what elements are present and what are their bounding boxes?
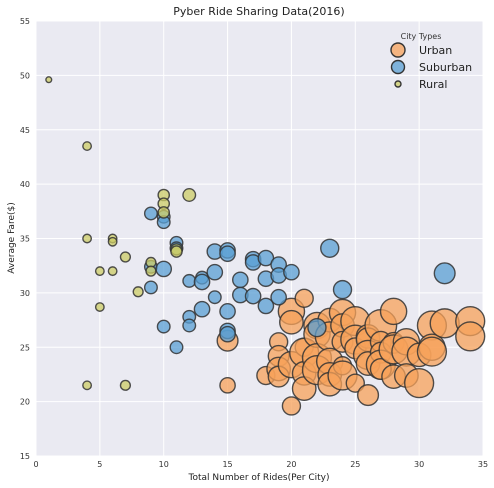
data-point-rural <box>107 266 118 277</box>
data-point-suburban <box>257 297 275 315</box>
data-point-suburban <box>283 263 300 281</box>
y-tick-label: 25 <box>20 343 30 352</box>
data-point-suburban <box>156 319 171 334</box>
x-tick-label: 15 <box>222 460 232 469</box>
data-point-suburban <box>169 340 184 355</box>
x-tick-label: 30 <box>414 460 424 469</box>
data-point-rural <box>82 141 93 152</box>
data-point-rural <box>119 251 132 263</box>
x-tick-label: 35 <box>478 460 488 469</box>
data-point-rural <box>82 380 93 391</box>
data-point-suburban <box>193 300 211 318</box>
data-point-suburban <box>193 273 211 291</box>
data-point-suburban <box>433 262 456 285</box>
data-point-suburban <box>307 317 327 338</box>
y-tick-label: 30 <box>20 289 30 298</box>
data-point-suburban <box>143 206 158 221</box>
data-point-urban <box>455 321 486 352</box>
x-tick-label: 25 <box>350 460 360 469</box>
data-point-urban <box>379 297 408 326</box>
data-point-urban <box>279 309 304 335</box>
data-point-rural <box>94 266 105 277</box>
data-point-rural <box>145 265 157 277</box>
data-point-suburban <box>219 303 236 320</box>
legend-marker-rural <box>394 80 402 88</box>
x-tick-label: 20 <box>286 460 296 469</box>
legend-title: City Types <box>401 32 442 41</box>
data-point-urban <box>294 288 314 309</box>
data-point-suburban <box>155 260 173 278</box>
data-point-rural <box>107 236 118 247</box>
chart-title: Pyber Ride Sharing Data(2016) <box>173 5 344 18</box>
data-point-suburban <box>206 263 224 281</box>
data-point-urban <box>416 336 448 367</box>
x-axis-label: Total Number of Rides(Per City) <box>188 473 330 483</box>
data-point-urban <box>404 367 435 399</box>
x-tick-label: 5 <box>97 460 102 469</box>
data-point-urban <box>429 308 460 339</box>
legend-marker-urban <box>390 42 406 58</box>
data-point-rural <box>157 206 171 219</box>
data-point-suburban <box>143 280 158 295</box>
legend-marker-suburban <box>390 59 406 75</box>
data-point-suburban <box>320 238 340 258</box>
data-points <box>45 76 486 416</box>
y-axis-label: Average Fare($) <box>7 202 17 273</box>
data-point-suburban <box>219 325 236 343</box>
y-tick-label: 35 <box>20 235 30 244</box>
data-point-rural <box>119 379 132 391</box>
y-tick-label: 50 <box>20 71 30 80</box>
data-point-suburban <box>182 318 197 333</box>
x-tick-label: 10 <box>159 460 169 469</box>
y-tick-label: 20 <box>20 398 30 407</box>
data-point-suburban <box>182 273 197 288</box>
data-point-suburban <box>244 287 262 305</box>
data-point-rural <box>132 286 144 298</box>
data-point-rural <box>82 233 93 244</box>
legend-label-rural: Rural <box>419 78 447 91</box>
data-point-urban <box>356 384 380 407</box>
legend-label-suburban: Suburban <box>419 61 472 74</box>
data-point-suburban <box>270 288 287 306</box>
y-tick-label: 15 <box>20 452 30 461</box>
data-point-rural <box>45 76 53 84</box>
data-point-rural <box>182 188 197 202</box>
x-tick-label: 0 <box>33 460 38 469</box>
legend: City Types Urban Suburban Rural <box>390 32 472 91</box>
data-point-rural <box>94 302 105 312</box>
data-point-suburban <box>219 245 236 263</box>
y-tick-label: 45 <box>20 126 30 135</box>
data-point-suburban <box>232 271 249 289</box>
y-tick-label: 40 <box>20 180 30 189</box>
data-point-urban <box>345 373 365 393</box>
legend-label-urban: Urban <box>419 44 452 57</box>
data-point-suburban <box>332 279 353 300</box>
data-point-rural <box>170 245 183 258</box>
y-tick-label: 55 <box>20 17 30 26</box>
data-point-urban <box>219 376 236 394</box>
data-point-suburban <box>207 290 222 305</box>
tick-labels: 0 5 10 15 20 25 30 35 15 20 25 30 35 40 45 50 55 <box>20 17 488 469</box>
data-point-urban <box>281 396 302 416</box>
